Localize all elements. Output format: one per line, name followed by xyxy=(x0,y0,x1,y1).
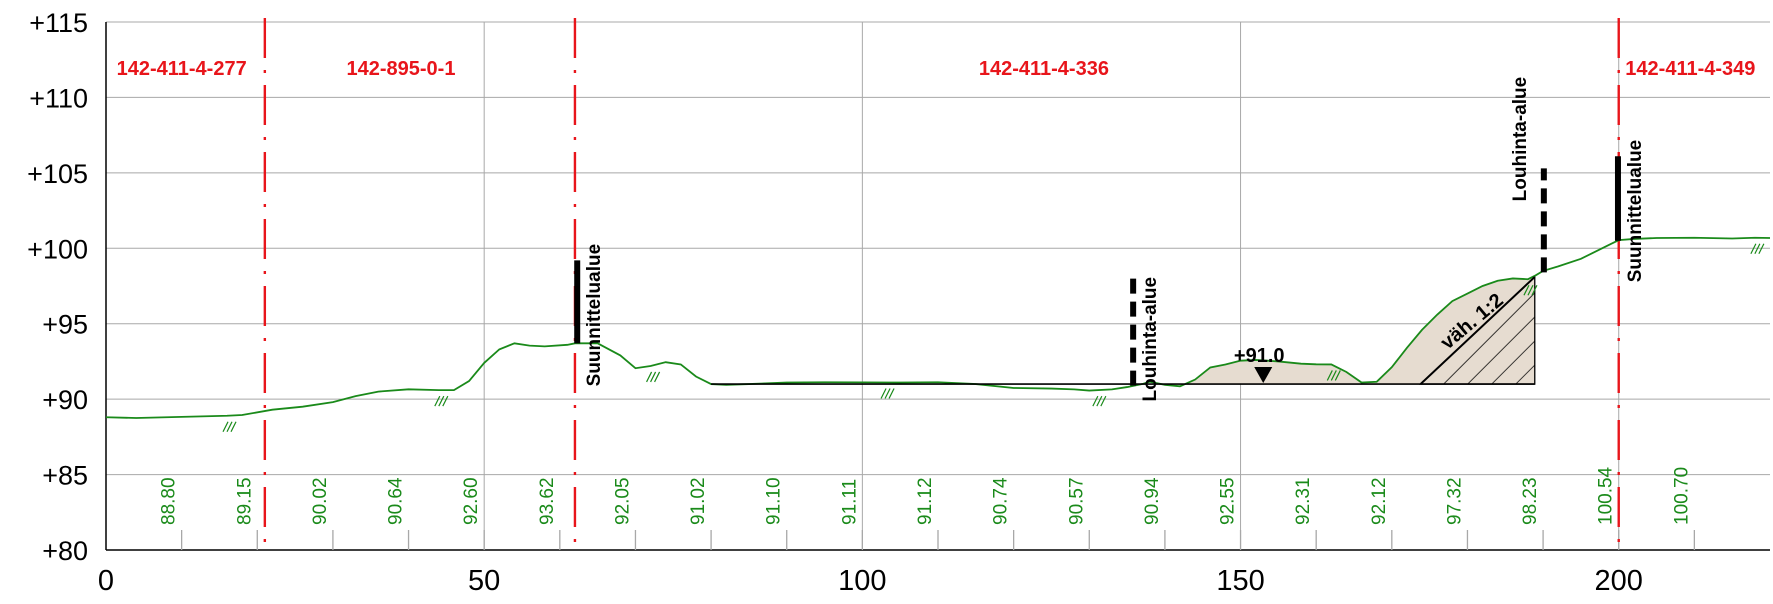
terrain-symbol xyxy=(1330,370,1337,381)
terrain-symbol xyxy=(442,395,449,407)
elevation-value: 90.74 xyxy=(991,477,1012,525)
elevation-value: 100.70 xyxy=(1671,467,1692,525)
elevation-value: 91.12 xyxy=(915,477,936,525)
terrain-symbol xyxy=(888,388,895,399)
y-tick-label: +100 xyxy=(27,234,88,264)
terrain-symbol xyxy=(646,371,653,383)
elevation-value: 88.80 xyxy=(159,477,180,525)
terrain-symbol xyxy=(222,421,229,433)
excavation-area xyxy=(1178,275,1536,387)
terrain-symbol xyxy=(434,395,441,407)
y-tick-label: +115 xyxy=(29,8,88,38)
elevation-value: 90.64 xyxy=(386,477,407,525)
marker-label: Louhinta-alue xyxy=(1510,77,1531,202)
elevation-value: 97.32 xyxy=(1444,477,1465,525)
elevation-value: 92.05 xyxy=(612,477,633,525)
elevation-value: 92.31 xyxy=(1293,477,1314,525)
terrain-symbol xyxy=(1100,395,1107,407)
elevation-value: 91.10 xyxy=(764,477,785,525)
property-id-label: 142-411-4-336 xyxy=(979,58,1109,80)
elevation-value: 92.12 xyxy=(1369,477,1390,525)
x-tick-label: 150 xyxy=(1216,565,1264,597)
terrain-symbol xyxy=(1750,243,1757,254)
terrain-symbol xyxy=(1754,243,1761,254)
terrain-symbol xyxy=(230,421,237,433)
terrain-symbol xyxy=(1531,284,1538,296)
elevation-value: 90.94 xyxy=(1142,477,1163,525)
property-id-label: 142-411-4-277 xyxy=(117,58,247,80)
profile-lines xyxy=(105,18,1771,550)
elevation-value: 92.55 xyxy=(1218,477,1239,525)
cut-area xyxy=(1178,276,1535,387)
marker-label: Suunnittelualue xyxy=(584,244,605,387)
x-tick-label: 0 xyxy=(98,565,114,597)
elevation-value: 90.57 xyxy=(1066,477,1087,525)
excavation-slope-line xyxy=(1419,276,1536,385)
terrain-symbol xyxy=(1523,284,1530,296)
y-tick-label: +95 xyxy=(42,310,88,340)
x-tick-label: 50 xyxy=(468,565,500,597)
y-tick-label: +90 xyxy=(42,385,88,415)
excavation-level-label: +91.0 xyxy=(1234,345,1285,367)
property-id-label: 142-411-4-349 xyxy=(1625,58,1755,80)
terrain-symbol xyxy=(1758,243,1765,254)
terrain-symbol xyxy=(884,388,891,399)
labels: +80 +85 +90 +95 +100 +105 +110 +115 0 50 100 150 200… xyxy=(27,8,1755,597)
terrain-symbol xyxy=(1326,370,1333,381)
terrain-symbol xyxy=(1092,395,1099,407)
y-tick-label: +105 xyxy=(27,159,88,189)
elevation-value: 93.62 xyxy=(537,477,558,525)
elevation-value: 92.60 xyxy=(461,477,482,525)
terrain-symbol xyxy=(650,371,657,383)
terrain-symbol xyxy=(654,371,661,383)
elevation-value: 91.11 xyxy=(839,479,860,525)
terrain-symbol xyxy=(226,421,233,433)
terrain-symbol xyxy=(1334,370,1341,381)
elevation-value: 100.54 xyxy=(1596,466,1617,525)
y-tick-label: +80 xyxy=(42,536,88,566)
y-tick-label: +85 xyxy=(42,461,88,491)
y-tick-label: +110 xyxy=(29,83,88,113)
elevation-value: 89.15 xyxy=(234,477,255,525)
elevation-value: 91.02 xyxy=(688,477,709,525)
terrain-symbol xyxy=(1527,284,1534,296)
x-tick-label: 100 xyxy=(838,565,886,597)
marker-label: Louhinta-alue xyxy=(1140,277,1161,402)
elevation-value: 98.23 xyxy=(1520,477,1541,525)
terrain-line xyxy=(105,236,1771,419)
elevation-value: 90.02 xyxy=(310,477,331,525)
terrain-symbol xyxy=(880,388,887,399)
terrain-symbol xyxy=(438,395,445,407)
property-id-label: 142-895-0-1 xyxy=(346,58,455,80)
marker-label: Suunnittelualue xyxy=(1625,140,1646,283)
terrain-symbol xyxy=(1096,395,1103,407)
level-triangle-icon xyxy=(1254,367,1273,384)
x-tick-label: 200 xyxy=(1595,565,1643,597)
